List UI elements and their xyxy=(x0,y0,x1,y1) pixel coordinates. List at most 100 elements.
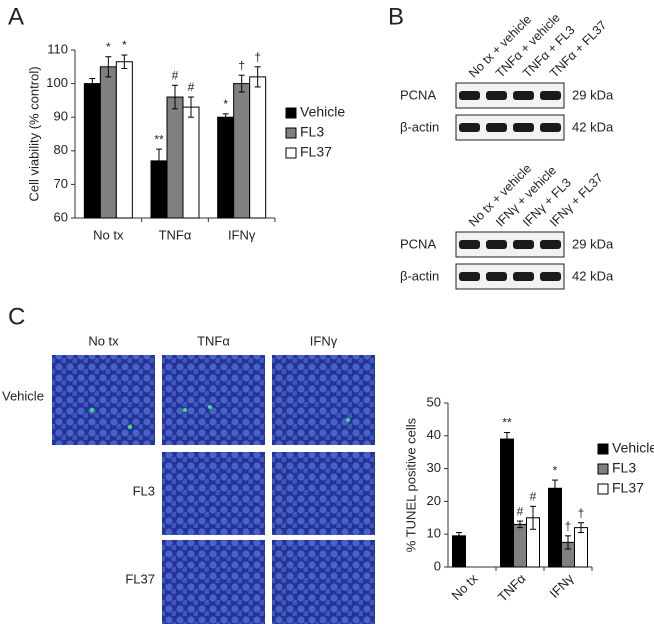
error-bar xyxy=(517,520,523,529)
blot-band xyxy=(486,91,507,100)
blot-band xyxy=(513,123,534,132)
error-bar xyxy=(578,522,584,534)
blot-band xyxy=(459,91,480,100)
bar xyxy=(233,83,251,219)
micrograph xyxy=(162,355,265,445)
x-tick-label: TNFα xyxy=(159,227,192,242)
apoptotic-cell xyxy=(90,408,94,412)
bar xyxy=(166,96,184,219)
panel-letter: C xyxy=(8,303,25,330)
y-axis-label: % TUNEL positive cells xyxy=(403,417,418,552)
y-tick-label: 0 xyxy=(434,558,441,573)
error-bar xyxy=(89,78,96,90)
y-tick-label: 100 xyxy=(46,75,68,90)
significance-mark: # xyxy=(530,489,537,503)
significance-mark: ** xyxy=(502,416,512,430)
significance-mark: * xyxy=(223,97,228,111)
panel-letter: A xyxy=(8,3,24,30)
blot-band xyxy=(513,240,534,249)
y-tick-label: 90 xyxy=(54,109,68,124)
blot-band xyxy=(540,272,561,281)
y-tick-label: 110 xyxy=(47,41,68,56)
y-tick-label: 80 xyxy=(54,142,68,157)
panel-letter: B xyxy=(388,3,404,30)
micrograph-column-label: No tx xyxy=(88,333,119,348)
blot-band xyxy=(459,240,480,249)
blot-band xyxy=(540,240,561,249)
legend-label: FL3 xyxy=(612,460,636,476)
significance-mark: * xyxy=(553,463,558,477)
error-bar xyxy=(238,74,245,93)
apoptotic-cell xyxy=(346,418,350,422)
significance-mark: * xyxy=(106,40,111,54)
blot-band xyxy=(540,91,561,100)
significance-mark: # xyxy=(172,68,179,82)
x-tick-label: TNFα xyxy=(495,571,529,605)
x-tick-label: No tx xyxy=(448,571,480,603)
micrograph-row-label: FL3 xyxy=(133,483,155,498)
error-bar xyxy=(121,54,128,69)
legend-label: FL37 xyxy=(300,144,332,160)
blot-band xyxy=(459,272,480,281)
micrograph-row-label: FL37 xyxy=(125,571,155,586)
error-bar xyxy=(504,432,510,447)
apoptotic-cell xyxy=(208,405,212,409)
blot-size-label: 42 kDa xyxy=(572,119,614,134)
micrograph xyxy=(272,540,375,624)
bar xyxy=(249,76,267,219)
error-bar xyxy=(156,148,162,174)
blot-band xyxy=(486,123,507,132)
micrograph xyxy=(272,452,375,535)
legend-swatch xyxy=(285,127,297,139)
apoptotic-cell xyxy=(128,425,132,429)
y-tick-label: 40 xyxy=(427,427,441,442)
significance-mark: † xyxy=(578,506,585,520)
y-tick-label: 30 xyxy=(427,460,441,475)
micrograph xyxy=(272,355,375,445)
legend-swatch xyxy=(597,443,609,455)
legend-swatch xyxy=(285,147,297,159)
legend-label: Vehicle xyxy=(612,440,654,456)
bar xyxy=(115,61,133,219)
bar xyxy=(182,106,200,219)
blot-row-label: β-actin xyxy=(400,268,439,283)
y-tick-label: 50 xyxy=(427,394,441,409)
micrograph-row-label: Vehicle xyxy=(2,388,44,403)
legend-label: FL37 xyxy=(612,480,644,496)
legend-label: FL3 xyxy=(300,124,324,140)
y-axis-label: Cell viability (% control) xyxy=(26,66,41,201)
error-bar xyxy=(552,479,558,497)
significance-mark: † xyxy=(238,58,245,72)
bar xyxy=(99,66,117,219)
blot-size-label: 29 kDa xyxy=(572,87,614,102)
bar xyxy=(500,438,514,568)
micrograph xyxy=(162,452,265,535)
error-bar xyxy=(172,84,178,110)
legend-swatch xyxy=(597,483,609,495)
apoptotic-cell xyxy=(183,408,187,412)
error-bar xyxy=(456,532,462,540)
significance-mark: * xyxy=(122,38,127,52)
legend-swatch xyxy=(597,463,609,475)
micrograph-column-label: TNFα xyxy=(197,333,230,348)
micrograph xyxy=(52,355,155,445)
bar xyxy=(217,116,235,219)
error-bar xyxy=(254,66,261,88)
bar xyxy=(574,527,588,568)
y-tick-label: 60 xyxy=(54,209,68,224)
x-tick-label: IFNγ xyxy=(228,227,256,242)
blot-size-label: 29 kDa xyxy=(572,236,614,251)
x-tick-label: No tx xyxy=(93,227,124,242)
blot-band xyxy=(540,123,561,132)
significance-mark: † xyxy=(254,50,261,64)
blot-row-label: PCNA xyxy=(400,87,436,102)
blot-band xyxy=(486,240,507,249)
blot-band xyxy=(486,272,507,281)
micrograph xyxy=(162,540,265,624)
bar xyxy=(83,83,101,219)
blot-row-label: β-actin xyxy=(400,119,439,134)
micrograph-column-label: IFNγ xyxy=(310,333,338,348)
bar xyxy=(548,487,562,568)
blot-row-label: PCNA xyxy=(400,236,436,251)
